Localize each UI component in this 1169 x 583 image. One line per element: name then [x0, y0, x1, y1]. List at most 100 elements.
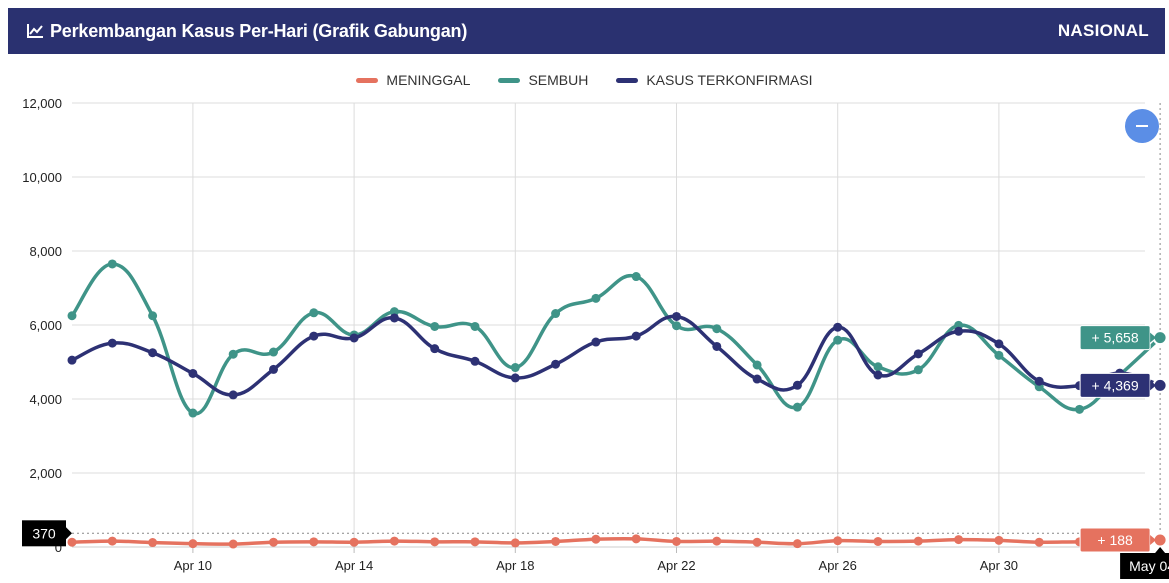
data-point-sembuh [389, 307, 399, 317]
x-tick-label: Apr 30 [980, 558, 1018, 573]
series-line-kasus-terkonfirmasi [71, 314, 1161, 397]
x-tick-label: Apr 10 [174, 558, 212, 573]
data-point-sembuh [833, 335, 843, 345]
data-point-kasus-terkonfirmasi [591, 337, 601, 347]
tooltip-meninggal: + 188 [1079, 527, 1157, 553]
data-point-sembuh [430, 321, 440, 331]
line-chart-icon [27, 24, 43, 38]
data-point-kasus-terkonfirmasi [107, 338, 117, 348]
data-point-sembuh [994, 350, 1004, 360]
tooltip-text: + 5,658 [1092, 330, 1139, 346]
y-tick-label: 10,000 [22, 170, 62, 185]
data-point-kasus-terkonfirmasi [430, 344, 440, 354]
data-point-sembuh [107, 259, 117, 269]
data-point-sembuh [591, 293, 601, 303]
data-point-sembuh [792, 402, 802, 412]
x-tick-label: Apr 18 [496, 558, 534, 573]
data-point-sembuh [269, 347, 278, 357]
data-point-kasus-terkonfirmasi [510, 373, 520, 383]
data-point-meninggal [712, 536, 722, 546]
data-point-meninggal [631, 534, 641, 544]
legend-item-sembuh[interactable]: SEMBUH [498, 72, 588, 88]
data-point-meninggal [551, 536, 561, 546]
y-tick-label: 12,000 [22, 96, 62, 111]
data-point-meninggal [188, 539, 198, 549]
data-point-meninggal [913, 536, 923, 546]
data-point-kasus-terkonfirmasi [389, 313, 399, 323]
data-point-kasus-terkonfirmasi [672, 311, 681, 321]
legend-swatch-meninggal [356, 77, 379, 83]
data-point-kasus-terkonfirmasi [833, 322, 843, 332]
region-label: NASIONAL [1057, 21, 1149, 40]
zoom-out-button[interactable] [1125, 109, 1159, 143]
data-point-meninggal [1034, 537, 1044, 547]
chart-header: Perkembangan Kasus Per-Hari (Grafik Gabu… [8, 8, 1165, 54]
legend-swatch-sembuh [498, 77, 521, 83]
data-point-kasus-terkonfirmasi [228, 390, 238, 400]
data-point-sembuh [67, 311, 77, 321]
chart-title: Perkembangan Kasus Per-Hari (Grafik Gabu… [50, 20, 468, 41]
data-point-meninggal [954, 535, 964, 545]
data-point-meninggal [873, 536, 883, 546]
data-point-sembuh [309, 308, 319, 318]
x-tick-label: Apr 26 [819, 558, 857, 573]
data-point-meninggal [67, 537, 77, 547]
data-point-sembuh [510, 363, 520, 373]
tooltip-sembuh: + 5,658 [1079, 325, 1157, 351]
data-point-sembuh [913, 365, 923, 375]
data-point-kasus-terkonfirmasi [269, 364, 278, 374]
data-point-sembuh [873, 362, 883, 372]
tooltip-pointer [1150, 535, 1157, 546]
crosshair-x-label: May 04 [1120, 547, 1169, 579]
data-point-kasus-terkonfirmasi [470, 356, 480, 366]
header-left: Perkembangan Kasus Per-Hari (Grafik Gabu… [26, 21, 467, 42]
data-point-meninggal [430, 537, 440, 547]
tooltip-pointer [1150, 380, 1157, 391]
x-tick-label: Apr 14 [335, 558, 373, 573]
data-point-kasus-terkonfirmasi [551, 359, 561, 369]
data-point-meninggal [148, 538, 158, 548]
legend-swatch-terkonfirmasi [616, 77, 639, 83]
data-point-sembuh [148, 311, 158, 321]
data-point-kasus-terkonfirmasi [913, 349, 923, 359]
crosshair-y-pointer [66, 527, 72, 540]
data-point-meninggal [994, 535, 1004, 545]
legend-label-meninggal: MENINGGAL [386, 72, 471, 88]
legend-label-sembuh: SEMBUH [528, 72, 589, 88]
data-point-meninggal [107, 536, 117, 546]
legend-item-terkonfirmasi[interactable]: KASUS TERKONFIRMASI [616, 72, 813, 88]
tooltip-text: + 188 [1097, 532, 1133, 548]
data-point-sembuh [752, 360, 762, 370]
data-point-sembuh [712, 324, 722, 334]
crosshair-x-text: May 04 [1129, 558, 1169, 574]
data-point-meninggal [389, 536, 399, 546]
data-point-meninggal [228, 539, 238, 549]
data-point-meninggal [470, 537, 480, 547]
y-tick-label: 6,000 [29, 318, 62, 333]
data-point-sembuh [631, 272, 641, 282]
data-point-meninggal [833, 536, 843, 546]
data-point-kasus-terkonfirmasi [873, 370, 883, 380]
chart-legend: MENINGGAL SEMBUH KASUS TERKONFIRMASI [0, 72, 1169, 88]
legend-item-meninggal[interactable]: MENINGGAL [356, 72, 470, 88]
data-point-meninggal [510, 538, 520, 548]
data-point-kasus-terkonfirmasi [309, 331, 319, 341]
data-point-meninggal [309, 537, 319, 547]
data-point-sembuh [672, 321, 681, 331]
crosshair-x-box [1120, 553, 1169, 579]
data-point-kasus-terkonfirmasi [1034, 376, 1044, 386]
crosshair-y-text: 370 [32, 525, 56, 541]
y-tick-label: 4,000 [29, 392, 62, 407]
data-point-meninggal [269, 537, 278, 547]
data-point-meninggal [591, 534, 601, 544]
data-point-sembuh [228, 349, 238, 359]
data-point-meninggal [792, 539, 802, 549]
tooltip-text: + 4,369 [1092, 377, 1139, 393]
data-point-meninggal [752, 537, 762, 547]
data-point-kasus-terkonfirmasi [67, 355, 77, 365]
data-point-sembuh [188, 408, 198, 418]
data-point-kasus-terkonfirmasi [752, 374, 762, 384]
data-point-kasus-terkonfirmasi [994, 339, 1004, 349]
data-point-meninggal [349, 537, 359, 547]
